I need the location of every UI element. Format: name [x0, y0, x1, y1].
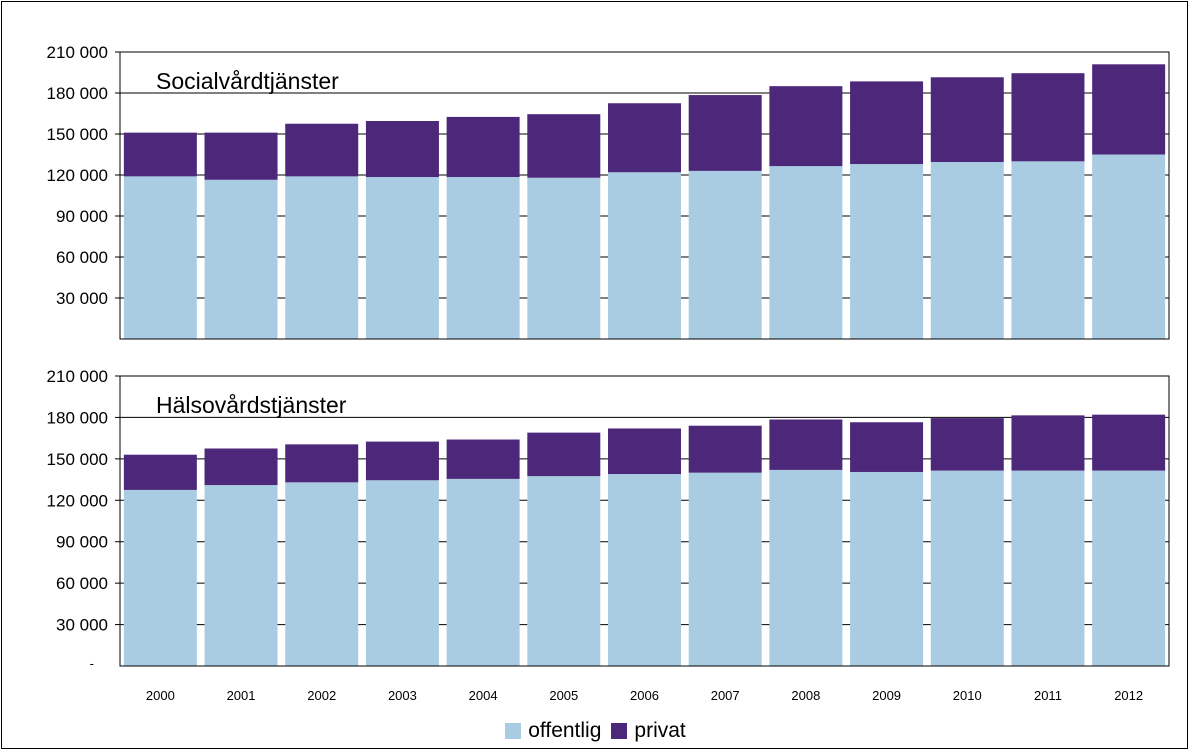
- panel1-bar-offentlig-2010: [930, 162, 1004, 339]
- panel2-ytick-label-120000: 120 000: [47, 491, 108, 510]
- legend-item-privat: privat: [611, 719, 686, 743]
- panel1-bar-privat-2009: [850, 81, 924, 165]
- panel2-bar-privat-2010: [930, 418, 1004, 471]
- panel1-ytick-label-90000: 90 000: [56, 207, 108, 226]
- panel2-bar-privat-2001: [204, 448, 278, 486]
- panel2-bar-offentlig-2000: [123, 489, 197, 666]
- panel1-bar-privat-2001: [204, 132, 278, 180]
- panel2-bar-offentlig-2003: [365, 480, 439, 666]
- panel1-bar-offentlig-2003: [365, 177, 439, 339]
- x-tick-label-2005: 2005: [549, 688, 578, 703]
- panel2-ytick-label-30000: 30 000: [56, 616, 108, 635]
- legend-swatch-offentlig: [505, 723, 522, 739]
- panel2-bar-privat-2011: [1011, 415, 1085, 471]
- panel2-bar-privat-2000: [123, 454, 197, 490]
- panel2-bar-privat-2008: [769, 419, 843, 470]
- panel1-bar-offentlig-2009: [850, 164, 924, 339]
- panel1-bar-privat-2002: [285, 123, 359, 177]
- x-tick-label-2007: 2007: [711, 688, 740, 703]
- panel2-bar-offentlig-2006: [608, 474, 681, 666]
- panel2-ytick-label-90000: 90 000: [56, 533, 108, 552]
- panel1-bar-offentlig-2005: [527, 177, 601, 339]
- panel2-ytick-label-210000: 210 000: [47, 367, 108, 386]
- panel2-bar-privat-2009: [850, 422, 924, 472]
- panel2-ytick-label-zero: -: [90, 656, 94, 671]
- x-tick-label-2006: 2006: [630, 688, 659, 703]
- x-tick-label-2011: 2011: [1034, 688, 1062, 703]
- panel2-bar-offentlig-2008: [769, 469, 843, 666]
- panel1-bar-offentlig-2007: [688, 170, 762, 339]
- x-tick-label-2003: 2003: [388, 688, 417, 703]
- panel1-bar-privat-2003: [365, 121, 439, 178]
- panel2-bar-privat-2012: [1092, 414, 1166, 471]
- panel2-title: Hälsovårdstjänster: [156, 392, 347, 418]
- x-tick-label-2001: 2001: [227, 688, 256, 703]
- panel2-bar-offentlig-2002: [285, 482, 359, 666]
- x-tick-label-2004: 2004: [469, 688, 498, 703]
- panel1-bar-offentlig-2002: [285, 176, 359, 339]
- panel1-bar-privat-2005: [527, 114, 601, 178]
- panel2-ytick-label-180000: 180 000: [47, 408, 108, 427]
- panel2-bar-privat-2007: [688, 425, 762, 473]
- panel2-bar-offentlig-2011: [1011, 470, 1085, 666]
- panel2-ytick-label-60000: 60 000: [56, 574, 108, 593]
- x-tick-label-2012: 2012: [1114, 688, 1143, 703]
- legend-label-privat: privat: [634, 719, 686, 742]
- panel2-bar-offentlig-2004: [446, 478, 520, 666]
- panel1-bar-offentlig-2008: [769, 166, 843, 339]
- panel1-ytick-label-210000: 210 000: [47, 43, 108, 62]
- panel2-bar-privat-2006: [608, 428, 681, 475]
- panel2-bar-offentlig-2005: [527, 476, 601, 666]
- x-tick-label-2008: 2008: [791, 688, 820, 703]
- panel1-bar-offentlig-2011: [1011, 161, 1085, 339]
- x-tick-label-2010: 2010: [953, 688, 982, 703]
- panel1-ytick-label-150000: 150 000: [47, 125, 108, 144]
- panel2-bar-offentlig-2007: [688, 472, 762, 666]
- panel2-bar-offentlig-2001: [204, 485, 278, 666]
- panel2-bar-offentlig-2012: [1092, 470, 1166, 666]
- panel1-bar-privat-2000: [123, 132, 197, 177]
- panel2-bar-privat-2004: [446, 439, 520, 479]
- panel1-bar-offentlig-2001: [204, 179, 278, 339]
- panel1-bar-offentlig-2012: [1092, 154, 1166, 339]
- panel2-bar-privat-2002: [285, 444, 359, 483]
- legend-item-offentlig: offentlig: [505, 719, 601, 743]
- panel1-bar-offentlig-2004: [446, 177, 520, 339]
- legend-swatch-privat: [611, 723, 628, 739]
- panel1-bar-privat-2008: [769, 86, 843, 167]
- x-tick-label-2002: 2002: [307, 688, 336, 703]
- panel1-bar-privat-2011: [1011, 73, 1085, 162]
- panel1-title: Socialvårdtjänster: [156, 68, 339, 94]
- panel1-ytick-label-180000: 180 000: [47, 84, 108, 103]
- panel2-bar-privat-2005: [527, 432, 601, 477]
- panel1-bar-privat-2012: [1092, 64, 1166, 155]
- panel2-plot-border: [119, 375, 1170, 667]
- panel2-bar-privat-2003: [365, 441, 439, 481]
- panel1-plot-border: [119, 51, 1170, 340]
- panel1-ytick-label-30000: 30 000: [56, 289, 108, 308]
- panel1-ytick-label-60000: 60 000: [56, 248, 108, 267]
- legend-label-offentlig: offentlig: [528, 719, 602, 742]
- panel1-bar-privat-2006: [608, 103, 681, 173]
- panel2-bar-offentlig-2010: [930, 470, 1004, 666]
- chart-legend: offentlig privat: [0, 716, 1191, 746]
- x-tick-label-2000: 2000: [146, 688, 175, 703]
- panel1-bar-privat-2004: [446, 116, 520, 178]
- panel1-ytick-label-120000: 120 000: [47, 166, 108, 185]
- panel1-bar-privat-2007: [688, 95, 762, 171]
- panel2-bar-offentlig-2009: [850, 471, 924, 666]
- panel1-bar-offentlig-2000: [123, 176, 197, 339]
- panel1-bar-offentlig-2006: [608, 172, 681, 339]
- x-tick-label-2009: 2009: [872, 688, 901, 703]
- panel1-bar-privat-2010: [930, 77, 1004, 163]
- panel2-ytick-label-150000: 150 000: [47, 450, 108, 469]
